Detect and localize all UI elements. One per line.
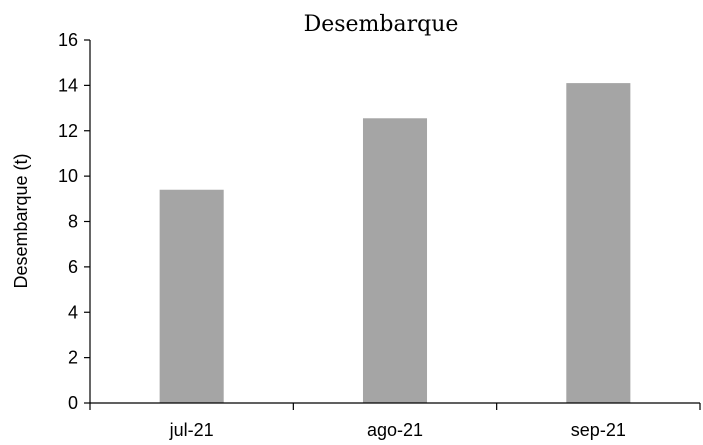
y-tick-label: 16	[58, 30, 78, 50]
x-tick-label: jul-21	[169, 420, 214, 440]
y-tick-label: 14	[58, 75, 78, 95]
bar-ago-21	[362, 118, 428, 403]
y-axis-ticks: 0 2 4 6 8 10 12 14 16	[58, 30, 90, 413]
y-tick-label: 8	[68, 212, 78, 232]
y-tick-label: 0	[68, 393, 78, 413]
bars-group	[159, 83, 631, 403]
y-tick-label: 4	[68, 302, 78, 322]
y-tick-label: 12	[58, 121, 78, 141]
x-tick-label: ago-21	[367, 420, 423, 440]
x-tick-label: sep-21	[571, 420, 626, 440]
bar-sep-21	[566, 83, 631, 403]
y-tick-label: 6	[68, 257, 78, 277]
bar-jul-21	[159, 189, 224, 403]
y-tick-label: 2	[68, 348, 78, 368]
y-axis-label: Desembarque (t)	[11, 153, 31, 288]
y-tick-label: 10	[58, 166, 78, 186]
chart-title: Desembarque	[304, 12, 459, 37]
x-axis-ticks: jul-21 ago-21 sep-21	[89, 403, 701, 440]
